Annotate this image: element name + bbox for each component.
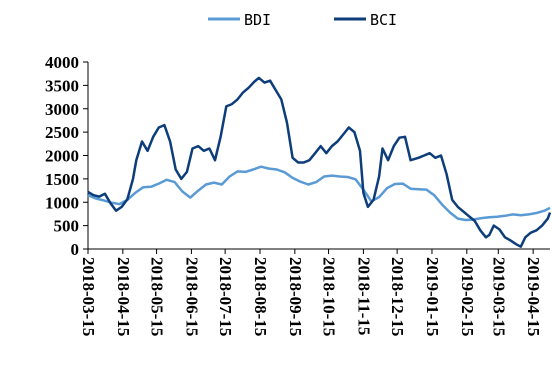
x-tick-label: 2018-10-15 xyxy=(320,257,339,336)
x-tick-label: 2019-04-15 xyxy=(524,257,543,336)
series-line-bdi xyxy=(87,165,551,222)
y-tick-label: 3500 xyxy=(45,76,79,95)
x-tick-label: 2019-01-15 xyxy=(423,257,442,336)
y-tick-label: 1500 xyxy=(45,170,79,189)
x-tick-label: 2018-08-15 xyxy=(251,257,270,336)
series-line-bci xyxy=(87,76,552,248)
y-tick-label: 4000 xyxy=(45,53,79,72)
x-tick-label: 2018-04-15 xyxy=(114,257,133,336)
x-tick-label: 2018-07-15 xyxy=(216,257,235,336)
x-tick-label: 2018-09-15 xyxy=(286,257,305,336)
x-tick-label: 2018-06-15 xyxy=(182,257,201,336)
x-tick-label: 2018-05-15 xyxy=(148,257,167,336)
legend-label-bci: BCI xyxy=(370,11,397,29)
x-tick-label: 2019-03-15 xyxy=(489,257,508,336)
legend: BDI BCI xyxy=(208,11,397,29)
y-tick-label: 3000 xyxy=(45,100,79,119)
x-axis: 2018-03-15 2018-04-15 2018-05-15 2018-06-15… xyxy=(79,248,550,336)
y-tick-label: 1000 xyxy=(45,193,79,212)
x-tick-label: 2018-03-15 xyxy=(79,257,98,336)
y-tick-label: 0 xyxy=(71,240,80,259)
legend-label-bdi: BDI xyxy=(244,11,271,29)
y-axis: 0 500 1000 1500 2000 2500 3000 3500 4000 xyxy=(45,53,89,259)
x-tick-label: 2019-02-15 xyxy=(458,257,477,336)
series-lines xyxy=(87,76,552,248)
y-tick-label: 2500 xyxy=(45,123,79,142)
x-tick-label: 2018-11-15 xyxy=(354,257,373,335)
x-tick-label: 2018-12-15 xyxy=(388,257,407,336)
y-tick-label: 2000 xyxy=(45,147,79,166)
y-tick-label: 500 xyxy=(54,217,80,236)
